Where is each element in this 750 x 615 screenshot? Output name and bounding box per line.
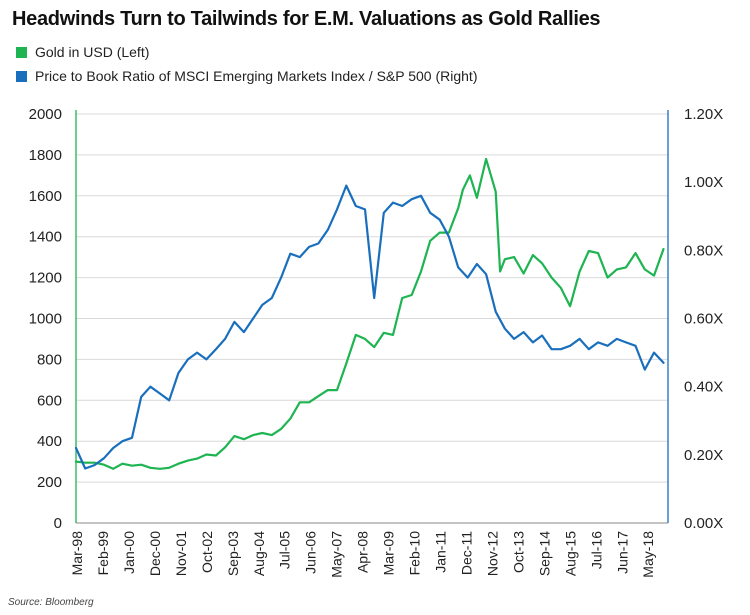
x-tick-label: Oct-13 xyxy=(510,531,526,573)
y-left-tick-label: 400 xyxy=(37,433,62,450)
y-right-tick-label: 1.20X xyxy=(684,106,723,123)
y-left-tick-label: 1400 xyxy=(29,229,62,246)
legend-item-price-to-book: Price to Book Ratio of MSCI Emerging Mar… xyxy=(16,68,477,84)
y-right-tick-label: 0.20X xyxy=(684,447,723,464)
y-left-tick-label: 1800 xyxy=(29,147,62,164)
source-note: Source: Bloomberg xyxy=(8,597,94,608)
y-left-tick-label: 800 xyxy=(37,351,62,368)
x-tick-label: Feb-10 xyxy=(407,531,423,576)
y-left-tick-label: 1200 xyxy=(29,270,62,287)
series-line-gold xyxy=(74,157,665,470)
x-tick-label: Aug-04 xyxy=(251,531,267,576)
series-line-price-to-book xyxy=(74,184,665,470)
y-right-tick-label: 0.60X xyxy=(684,311,723,328)
x-tick-label: May-18 xyxy=(640,531,656,578)
x-tick-label: Aug-15 xyxy=(562,531,578,576)
y-left-tick-label: 1000 xyxy=(29,311,62,328)
y-right-tick-label: 0.80X xyxy=(684,242,723,259)
x-tick-label: Sep-14 xyxy=(536,531,552,576)
y-left-tick-label: 0 xyxy=(54,515,62,532)
x-tick-label: Feb-99 xyxy=(95,531,111,576)
legend-label-price-to-book: Price to Book Ratio of MSCI Emerging Mar… xyxy=(35,68,478,84)
x-tick-label: Jul-05 xyxy=(277,531,293,569)
x-tick-label: Jun-17 xyxy=(614,531,630,574)
x-tick-label: Dec-11 xyxy=(458,531,474,575)
x-tick-label: Mar-98 xyxy=(69,531,85,576)
legend-item-gold: Gold in USD (Left) xyxy=(16,44,149,60)
y-left-tick-label: 200 xyxy=(37,474,62,491)
y-left-tick-label: 1600 xyxy=(29,188,62,205)
x-tick-label: Oct-02 xyxy=(199,531,215,573)
x-tick-label: Jan-00 xyxy=(121,531,137,574)
x-tick-label: Nov-12 xyxy=(484,531,500,576)
y-left-tick-label: 600 xyxy=(37,392,62,409)
x-tick-label: Jan-11 xyxy=(433,531,449,573)
x-tick-label: Jul-16 xyxy=(588,531,604,569)
x-tick-label: Mar-09 xyxy=(381,531,397,576)
x-tick-label: Nov-01 xyxy=(173,531,189,576)
x-tick-label: Jun-06 xyxy=(303,531,319,574)
x-tick-label: Dec-00 xyxy=(147,531,163,576)
y-right-tick-label: 1.00X xyxy=(684,174,723,191)
legend-swatch-gold xyxy=(16,47,27,58)
y-right-tick-label: 0.00X xyxy=(684,515,723,532)
legend-label-gold: Gold in USD (Left) xyxy=(35,44,150,60)
x-tick-label: Apr-08 xyxy=(355,531,371,573)
y-right-tick-label: 0.40X xyxy=(684,379,723,396)
x-tick-label: May-07 xyxy=(329,531,345,578)
chart-title: Headwinds Turn to Tailwinds for E.M. Val… xyxy=(12,8,601,30)
legend-swatch-price-to-book xyxy=(16,71,27,82)
y-left-tick-label: 2000 xyxy=(29,106,62,123)
x-tick-label: Sep-03 xyxy=(225,531,241,576)
